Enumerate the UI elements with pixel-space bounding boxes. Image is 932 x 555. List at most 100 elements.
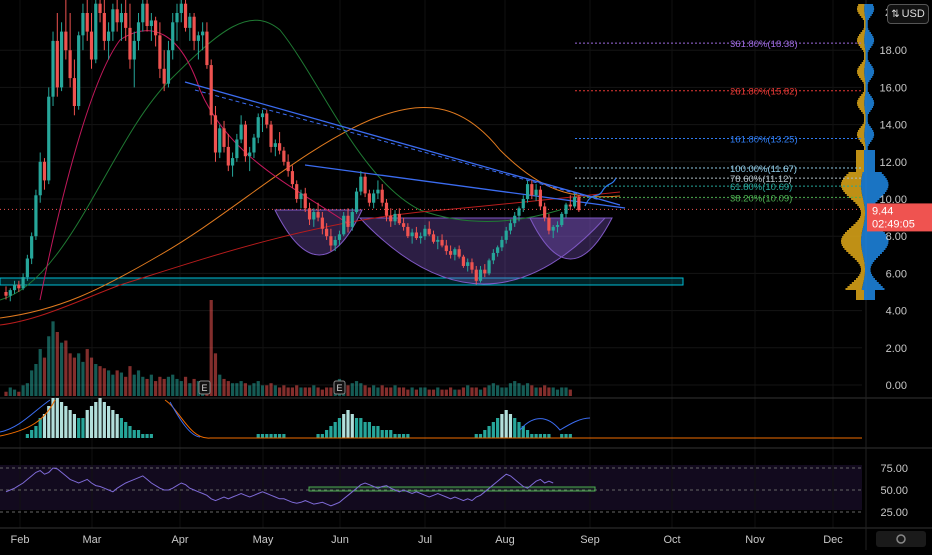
candle-body: [449, 251, 453, 255]
volume-bar: [564, 387, 568, 396]
momentum-bar: [397, 434, 401, 438]
momentum-bar: [538, 434, 542, 438]
volume-profile-bar: [863, 202, 876, 204]
volume-bar: [282, 385, 286, 396]
currency-label: USD: [901, 8, 925, 20]
candle-body: [119, 13, 124, 23]
volume-profile-bar: [864, 26, 866, 28]
volume-bar: [500, 387, 504, 396]
volume-profile-bar: [853, 224, 864, 226]
volume-profile-bar: [856, 294, 864, 296]
volume-profile-bar: [864, 294, 875, 296]
momentum-bar: [89, 406, 94, 438]
volume-profile-bar: [856, 290, 864, 292]
volume-profile-bar: [865, 52, 868, 54]
candle-body: [85, 13, 89, 32]
volume-profile-bar: [864, 22, 866, 24]
momentum-bar: [59, 402, 64, 438]
momentum-bar: [111, 410, 115, 438]
momentum-bar: [107, 406, 111, 438]
price-axis-tick: 4.00: [886, 306, 907, 318]
volume-profile-bar: [865, 118, 868, 120]
momentum-bar: [342, 414, 346, 438]
momentum-bar: [487, 426, 491, 438]
candle-body: [98, 3, 102, 13]
time-axis-tick: Mar: [83, 534, 102, 546]
cup-pattern: [274, 209, 363, 256]
momentum-bar: [320, 434, 324, 438]
momentum-bar: [81, 418, 85, 438]
volume-bar: [376, 387, 380, 396]
volume-bar: [226, 381, 230, 396]
momentum-bar: [346, 410, 350, 438]
volume-profile-bar: [865, 54, 868, 56]
volume-profile-bar: [863, 60, 866, 62]
volume-bar: [8, 387, 12, 396]
volume-profile-bar: [841, 238, 862, 240]
volume-profile-bar: [864, 150, 875, 152]
candle-body: [42, 161, 47, 181]
volume-profile-bar: [865, 122, 869, 124]
volume-profile-bar: [858, 106, 865, 108]
volume-profile-bar: [862, 254, 880, 256]
momentum-bar: [359, 418, 363, 438]
candle-body: [393, 213, 397, 222]
volume-bar: [98, 366, 102, 396]
candle-body: [154, 20, 158, 36]
volume-profile-bar: [859, 264, 865, 266]
candle-body: [551, 226, 555, 231]
volume-bar: [367, 387, 371, 396]
volume-bar: [94, 364, 98, 396]
volume-profile-bar: [862, 196, 882, 198]
candle-body: [226, 146, 230, 166]
volume-profile-bar: [856, 260, 865, 262]
fib-level-label: 38.20%(10.09): [730, 193, 792, 204]
volume-profile-bar: [847, 286, 863, 288]
candle-body: [8, 290, 12, 296]
rsi-axis-tick: 25.00: [880, 507, 908, 519]
momentum-bar: [496, 418, 500, 438]
volume-bar: [530, 385, 534, 396]
volume-profile-bar: [859, 14, 865, 16]
volume-profile-bar: [864, 168, 875, 170]
volume-profile-bar: [864, 34, 873, 36]
volume-profile-bar: [841, 242, 862, 244]
volume-profile-bar: [846, 230, 863, 232]
volume-profile-bar: [861, 238, 889, 240]
volume-bar: [260, 385, 265, 396]
volume-bar: [243, 383, 247, 396]
volume-profile-bar: [841, 184, 862, 186]
volume-bar: [431, 389, 436, 396]
momentum-histogram: [25, 398, 572, 438]
candle-body: [427, 228, 431, 235]
volume-bar: [504, 387, 508, 396]
fib-level-label: 361.80%(18.38): [730, 39, 798, 50]
volume-profile-bar: [856, 170, 864, 172]
volume-bar: [128, 366, 132, 396]
currency-button[interactable]: ⇅ USD: [887, 4, 929, 24]
volume-profile-bar: [859, 34, 865, 36]
volume-profile-bar: [857, 68, 865, 70]
volume-profile-bar: [864, 66, 873, 68]
candle-body: [530, 184, 534, 196]
volume-profile-bar: [858, 44, 865, 46]
volume-profile-bar: [863, 200, 878, 202]
volume-profile-bar: [865, 82, 869, 84]
candle-body: [239, 124, 243, 140]
volume-profile-bar: [862, 250, 884, 252]
volume-bar: [89, 357, 94, 396]
volume-profile-bar: [849, 228, 863, 230]
volume-profile-bar: [865, 62, 870, 64]
fib-level-label: 161.80%(13.25): [730, 135, 798, 146]
candle-body: [286, 161, 290, 172]
momentum-bar: [102, 402, 106, 438]
candle-body: [205, 31, 209, 66]
candle-body: [248, 152, 252, 157]
candle-body: [440, 239, 444, 246]
volume-profile-bar: [862, 18, 866, 20]
volume-profile-bar: [865, 48, 870, 50]
candle-body: [453, 249, 457, 255]
volume-profile-bar: [864, 56, 866, 58]
